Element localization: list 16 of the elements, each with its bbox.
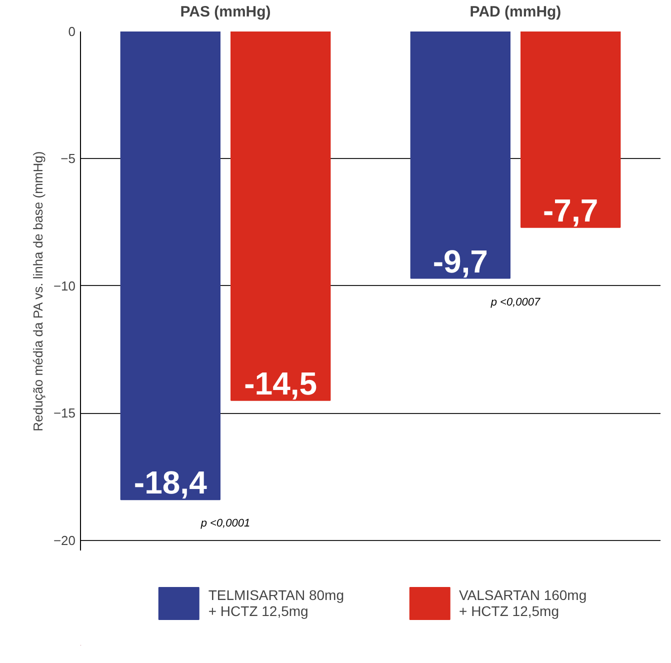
y-tick-label: 0 <box>68 24 76 39</box>
annotation: p <0,0007 <box>490 296 542 308</box>
data-label: -14,5 <box>244 365 318 402</box>
y-tick-label: −10 <box>53 278 76 294</box>
y-tick-label: −15 <box>53 406 76 421</box>
legend-label: TELMISARTAN 80mg + HCTZ 12,5mg <box>208 586 344 621</box>
x-tick-label: PAD (mmHg) <box>470 4 562 20</box>
y-axis-title: Redução média da PA vs. linha de base (mmHg) <box>30 151 46 432</box>
annotation: p <0,0001 <box>200 518 250 530</box>
y-tick-label: −20 <box>53 532 76 548</box>
data-label: -7,7 <box>543 192 598 228</box>
x-tick-label: PAS (mmHg) <box>180 4 271 20</box>
data-label: -18,4 <box>134 464 208 501</box>
data-label: -9,7 <box>432 243 488 280</box>
legend-label: VALSARTAN 160mg + HCTZ 12,5mg <box>459 586 587 621</box>
y-tick-label: −5 <box>60 151 76 166</box>
